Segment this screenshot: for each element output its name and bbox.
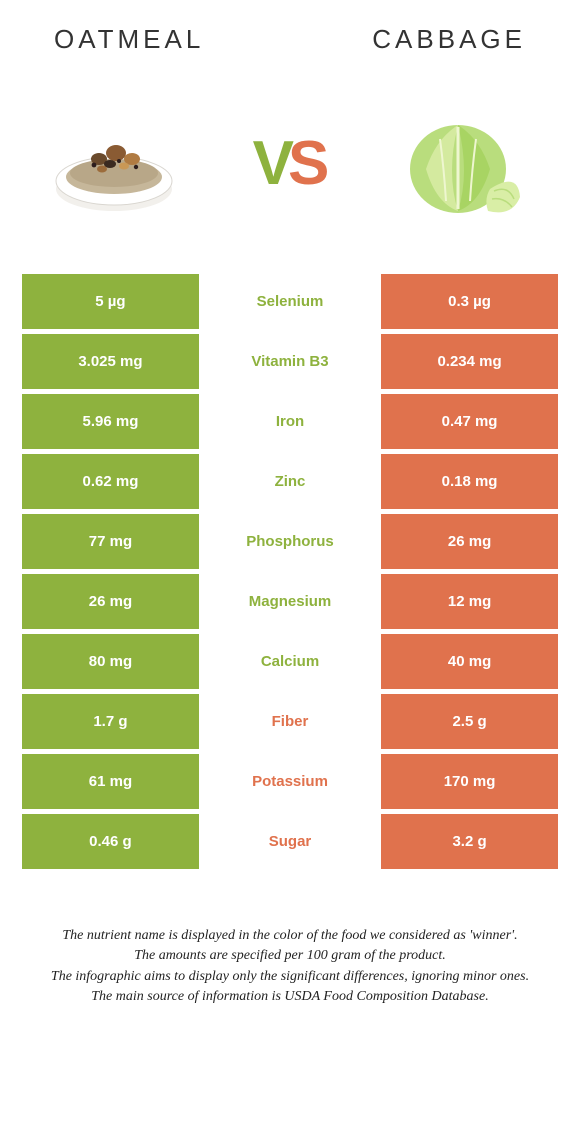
table-row: 0.62 mgZinc0.18 mg bbox=[22, 454, 558, 509]
table-row: 3.025 mgVitamin B30.234 mg bbox=[22, 334, 558, 389]
nutrient-label: Magnesium bbox=[199, 574, 381, 629]
footnote-line: The amounts are specified per 100 gram o… bbox=[28, 946, 552, 966]
footnote-line: The main source of information is USDA F… bbox=[28, 987, 552, 1007]
right-value: 2.5 g bbox=[381, 694, 558, 749]
left-value: 77 mg bbox=[22, 514, 199, 569]
table-row: 26 mgMagnesium12 mg bbox=[22, 574, 558, 629]
nutrient-label: Selenium bbox=[199, 274, 381, 329]
table-row: 1.7 gFiber2.5 g bbox=[22, 694, 558, 749]
table-row: 5 µgSelenium0.3 µg bbox=[22, 274, 558, 329]
table-row: 5.96 mgIron0.47 mg bbox=[22, 394, 558, 449]
left-value: 80 mg bbox=[22, 634, 199, 689]
cabbage-image bbox=[396, 103, 536, 223]
left-value: 26 mg bbox=[22, 574, 199, 629]
table-row: 61 mgPotassium170 mg bbox=[22, 754, 558, 809]
left-value: 61 mg bbox=[22, 754, 199, 809]
nutrient-label: Calcium bbox=[199, 634, 381, 689]
left-value: 0.62 mg bbox=[22, 454, 199, 509]
nutrient-label: Iron bbox=[199, 394, 381, 449]
oatmeal-image bbox=[44, 103, 184, 223]
footnote-line: The infographic aims to display only the… bbox=[28, 967, 552, 987]
right-value: 12 mg bbox=[381, 574, 558, 629]
right-value: 170 mg bbox=[381, 754, 558, 809]
right-value: 0.3 µg bbox=[381, 274, 558, 329]
footnote-block: The nutrient name is displayed in the co… bbox=[0, 874, 580, 1007]
right-value: 0.234 mg bbox=[381, 334, 558, 389]
nutrient-label: Potassium bbox=[199, 754, 381, 809]
left-value: 5 µg bbox=[22, 274, 199, 329]
vs-badge: V S bbox=[253, 128, 328, 199]
footnote-line: The nutrient name is displayed in the co… bbox=[28, 926, 552, 946]
nutrient-label: Vitamin B3 bbox=[199, 334, 381, 389]
right-value: 40 mg bbox=[381, 634, 558, 689]
right-value: 26 mg bbox=[381, 514, 558, 569]
food-left-title: OATMEAL bbox=[54, 24, 204, 55]
comparison-table-wrap: 5 µgSelenium0.3 µg3.025 mgVitamin B30.23… bbox=[0, 247, 580, 874]
left-value: 1.7 g bbox=[22, 694, 199, 749]
right-value: 0.18 mg bbox=[381, 454, 558, 509]
nutrient-label: Sugar bbox=[199, 814, 381, 869]
hero-row: V S bbox=[0, 55, 580, 247]
left-value: 0.46 g bbox=[22, 814, 199, 869]
table-row: 0.46 gSugar3.2 g bbox=[22, 814, 558, 869]
food-right-title: CABBAGE bbox=[372, 24, 526, 55]
nutrient-label: Phosphorus bbox=[199, 514, 381, 569]
comparison-table: 5 µgSelenium0.3 µg3.025 mgVitamin B30.23… bbox=[22, 269, 558, 874]
vs-letter-v: V bbox=[253, 128, 292, 199]
nutrient-label: Zinc bbox=[199, 454, 381, 509]
table-row: 77 mgPhosphorus26 mg bbox=[22, 514, 558, 569]
vs-letter-s: S bbox=[288, 128, 327, 199]
nutrient-label: Fiber bbox=[199, 694, 381, 749]
right-value: 0.47 mg bbox=[381, 394, 558, 449]
table-row: 80 mgCalcium40 mg bbox=[22, 634, 558, 689]
header-titles: OATMEAL CABBAGE bbox=[0, 0, 580, 55]
left-value: 3.025 mg bbox=[22, 334, 199, 389]
left-value: 5.96 mg bbox=[22, 394, 199, 449]
right-value: 3.2 g bbox=[381, 814, 558, 869]
